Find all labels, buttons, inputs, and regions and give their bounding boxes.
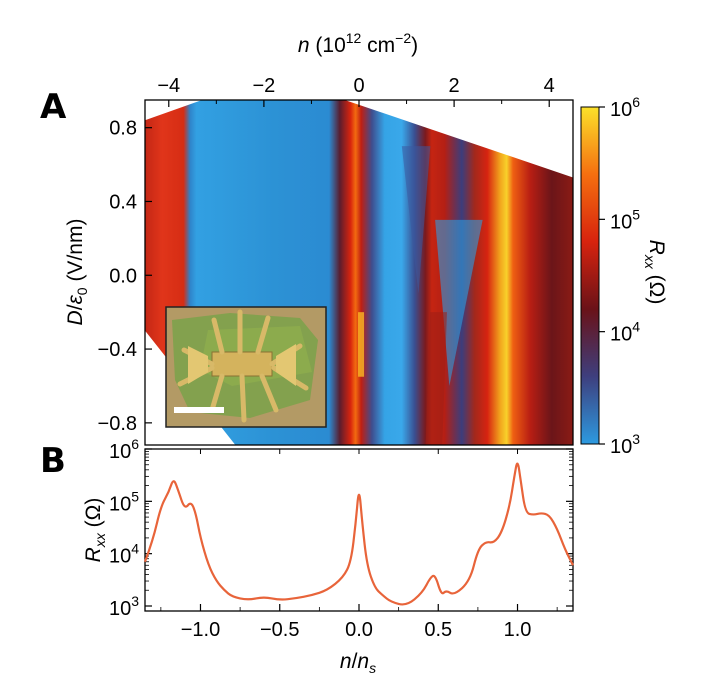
bottom-axis-label: n/ns: [340, 650, 376, 676]
top-axis-label: n (1012 cm−2): [298, 30, 418, 57]
line-y-tick-label: 104: [109, 541, 139, 568]
left-axis-label-b: Rxx (Ω): [82, 498, 108, 563]
colorbar-tick-label: 106: [610, 94, 640, 121]
colorbar-label: Rxx (Ω): [642, 240, 668, 305]
feature-band: [425, 312, 447, 445]
bottom-tick-label: 1.0: [504, 619, 532, 641]
top-tick-label: −2: [252, 75, 275, 97]
bottom-tick-label: −1.0: [181, 619, 220, 641]
line-y-tick-label: 105: [109, 488, 139, 515]
left-tick-label: 0.4: [109, 191, 137, 213]
bottom-tick-label: 0.0: [345, 619, 373, 641]
left-axis-label-a: D/ε0 (V/nm): [64, 219, 90, 326]
line-y-tick-label: 106: [109, 436, 139, 463]
heatmap-features: [358, 146, 483, 445]
feature-wedge: [401, 146, 431, 294]
left-tick-label: 0.8: [109, 118, 137, 140]
top-tick-label: 0: [353, 75, 364, 97]
colorbar-tick-label: 103: [610, 431, 640, 458]
bottom-tick-label: 0.5: [424, 619, 452, 641]
bottom-tick-label: −0.5: [260, 619, 299, 641]
heatmap-panel: −4 −2 0 2 4 0.8 0.4 0.0 −0.4 −0.8: [98, 75, 574, 446]
top-tick-label: 2: [449, 75, 460, 97]
feature-peak: [358, 312, 365, 377]
colorbar-ticks: 106 105 104 103: [599, 94, 640, 458]
feature-wedge: [435, 219, 483, 386]
left-tick-label: 0.0: [109, 265, 137, 287]
scale-bar: [174, 407, 224, 413]
panel-label-a: A: [40, 87, 67, 127]
line-axis-ticks: −1.0 −0.5 0.0 0.5 1.0 106 105 104 103: [109, 436, 573, 641]
colorbar-tick-label: 104: [610, 319, 640, 346]
colorbar: 106 105 104 103 Rxx (Ω): [580, 94, 668, 458]
panel-label-b: B: [40, 441, 66, 481]
colorbar-gradient: [580, 106, 600, 445]
left-axis-ticks: 0.8 0.4 0.0 −0.4 −0.8: [98, 118, 152, 435]
top-tick-label: 4: [544, 75, 555, 97]
device-inset-micrograph: [165, 306, 327, 428]
rxx-series-line: [143, 462, 574, 606]
colorbar-tick-label: 105: [610, 206, 640, 233]
line-panel: −1.0 −0.5 0.0 0.5 1.0 106 105 104 103: [109, 436, 574, 641]
line-y-tick-label: 103: [109, 593, 139, 620]
left-tick-label: −0.4: [98, 339, 137, 361]
left-tick-label: −0.8: [98, 413, 137, 435]
top-tick-label: −4: [157, 75, 180, 97]
line-frame: [144, 448, 574, 612]
top-axis-ticks: −4 −2 0 2 4: [157, 75, 555, 107]
